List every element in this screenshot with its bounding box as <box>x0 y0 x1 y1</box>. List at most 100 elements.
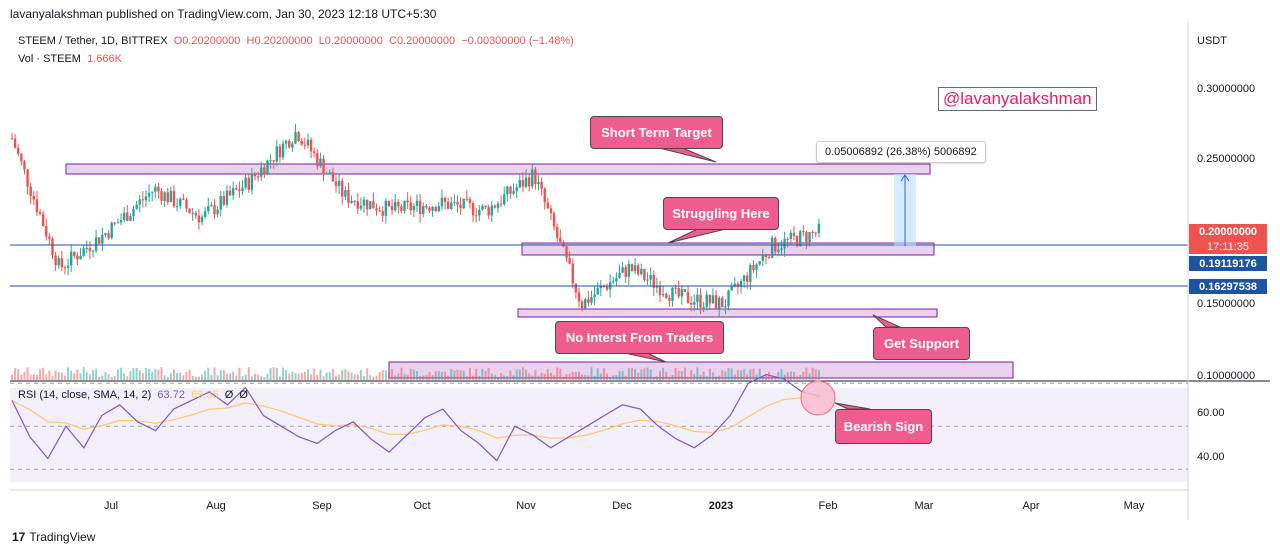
candle-body <box>291 143 294 148</box>
footer-brand[interactable]: 17 TradingView <box>12 530 95 544</box>
candle-body <box>531 169 534 187</box>
support-resistance-zone[interactable] <box>517 308 938 318</box>
callout-struggling-here[interactable]: Struggling Here <box>663 197 779 230</box>
candle-body <box>749 264 752 283</box>
volume-bar <box>624 375 627 380</box>
candle-body <box>79 256 82 260</box>
candle-body <box>10 138 14 140</box>
volume-bar <box>126 376 129 380</box>
candle-body <box>250 173 254 190</box>
volume-bar <box>95 368 98 380</box>
volume-bar <box>640 369 643 380</box>
candle-body <box>817 223 821 234</box>
rsi-label[interactable]: RSI (14, close, SMA, 14, 2) <box>18 389 152 401</box>
volume-bar <box>453 370 456 380</box>
rsi-sma-value: 69.35 <box>191 389 219 401</box>
candle-body <box>443 197 447 202</box>
rsi-value: 63.72 <box>157 389 185 401</box>
candle-body <box>555 226 559 238</box>
rsi-empty-1: Ø <box>224 389 234 401</box>
candle-body <box>331 172 335 182</box>
volume-bar <box>291 371 294 380</box>
candle-body <box>665 294 668 298</box>
candle-body <box>705 294 708 308</box>
price-tick: 0.10000000 <box>1197 370 1256 382</box>
volume-bar <box>746 374 749 380</box>
volume-bar <box>166 376 169 380</box>
candle-body <box>633 265 637 271</box>
candle-body <box>593 294 596 297</box>
callout-bearish-sign[interactable]: Bearish Sign <box>835 409 932 444</box>
volume-label[interactable]: Vol · STEEM <box>18 53 81 65</box>
volume-bar <box>690 370 693 380</box>
volume-bar <box>606 373 609 380</box>
volume-bar <box>587 375 590 380</box>
candle-body <box>811 231 814 233</box>
volume-bar <box>715 376 718 380</box>
volume-bar <box>63 375 66 380</box>
level-tag-2: 0.16297538 <box>1189 279 1267 294</box>
volume-bar <box>537 375 540 380</box>
symbol-name[interactable]: STEEM / Tether, 1D, BITTREX <box>18 35 168 47</box>
volume-bar <box>347 371 350 380</box>
rsi-tick: 60.00 <box>1197 407 1225 419</box>
volume-bar <box>783 374 786 380</box>
candle-body <box>54 255 57 266</box>
candle-body <box>618 272 621 278</box>
rsi-tick: 40.00 <box>1197 451 1225 463</box>
candle-body <box>527 177 531 187</box>
volume-legend: Vol · STEEM 1.666K <box>18 53 122 65</box>
volume-bar <box>169 373 172 380</box>
candle-body <box>231 188 235 196</box>
support-resistance-zone[interactable] <box>65 163 931 175</box>
volume-bar <box>677 371 680 380</box>
volume-bar <box>26 367 29 380</box>
current-price-tag: 0.20000000 <box>1189 224 1267 239</box>
candle-body <box>562 241 565 247</box>
callout-no-interest[interactable]: No Interst From Traders <box>555 321 724 354</box>
candle-body <box>783 238 786 249</box>
volume-bar <box>42 367 45 380</box>
candle-body <box>802 231 805 233</box>
bearish-circle[interactable] <box>800 380 836 416</box>
candle-body <box>359 205 363 209</box>
callout-short-term-target[interactable]: Short Term Target <box>590 116 723 149</box>
candle-body <box>384 200 388 216</box>
candle-body <box>88 248 92 252</box>
candle-body <box>798 231 802 246</box>
support-resistance-zone[interactable] <box>521 242 935 256</box>
candle-body <box>38 212 42 215</box>
volume-bar <box>814 369 817 380</box>
candle-body <box>365 199 369 210</box>
candle-body <box>23 161 26 170</box>
candle-body <box>724 306 727 308</box>
candle-body <box>661 294 665 296</box>
candle-body <box>328 172 331 174</box>
volume-bar <box>490 373 493 380</box>
candle-body <box>693 302 696 305</box>
volume-bar <box>132 367 135 380</box>
candle-body <box>584 299 587 309</box>
candle-body <box>154 186 157 192</box>
candle-body <box>141 199 145 201</box>
candle-body <box>767 257 771 259</box>
candle-body <box>334 181 338 186</box>
candle-body <box>446 201 450 209</box>
volume-bar <box>129 370 132 380</box>
callout-get-support[interactable]: Get Support <box>873 327 970 360</box>
volume-bar <box>571 372 574 380</box>
candle-body <box>185 199 188 209</box>
volume-bar <box>484 370 487 380</box>
volume-bar <box>609 376 612 380</box>
x-tick: Nov <box>516 500 536 512</box>
volume-bar <box>282 367 285 380</box>
candle-body <box>57 258 60 266</box>
candle-body <box>428 207 431 211</box>
candle-body <box>540 181 543 189</box>
volume-bar <box>288 373 291 380</box>
volume-bar <box>278 376 281 380</box>
candle-body <box>225 190 229 205</box>
volume-bar <box>705 376 708 380</box>
candle-body <box>372 201 375 209</box>
